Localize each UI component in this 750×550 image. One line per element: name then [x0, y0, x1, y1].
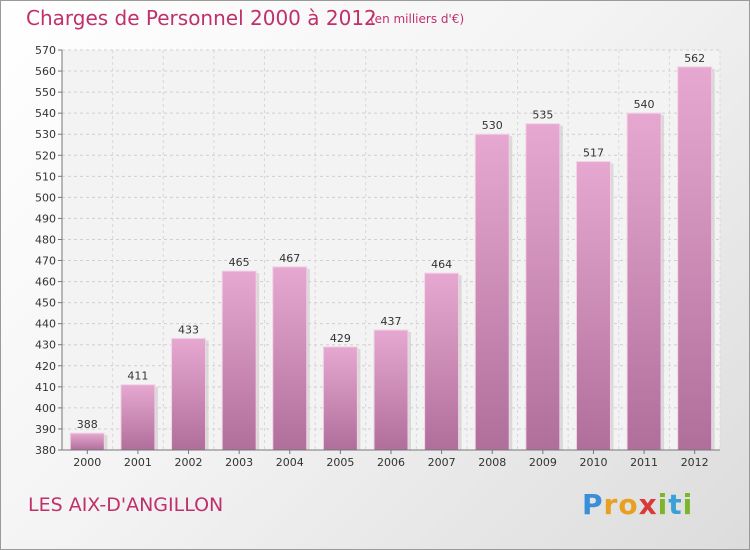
- bar: [626, 112, 662, 451]
- bar: [373, 329, 409, 451]
- bar: [221, 270, 257, 451]
- value-label: 562: [684, 52, 705, 65]
- y-tick-label: 550: [35, 86, 56, 99]
- y-tick-label: 440: [35, 318, 56, 331]
- y-tick-label: 380: [35, 444, 56, 457]
- x-tick-label: 2011: [630, 456, 658, 469]
- bar: [120, 384, 156, 451]
- value-label: 517: [583, 147, 604, 160]
- y-tick-label: 420: [35, 360, 56, 373]
- bar: [272, 266, 308, 451]
- chart-title: Charges de Personnel 2000 à 2012: [26, 6, 377, 30]
- logo-letter: o: [618, 488, 639, 521]
- value-label: 535: [532, 109, 553, 122]
- logo-letter: x: [638, 488, 658, 521]
- logo-letter: P: [582, 488, 604, 521]
- x-tick-label: 2008: [478, 456, 506, 469]
- logo-letter: r: [603, 488, 619, 521]
- y-tick-label: 400: [35, 402, 56, 415]
- y-tick-label: 460: [35, 276, 56, 289]
- proxiti-logo: Proxiti: [582, 488, 693, 521]
- bar: [677, 66, 713, 451]
- value-label: 530: [482, 119, 503, 132]
- x-tick-label: 2007: [428, 456, 456, 469]
- bar: [575, 161, 611, 451]
- value-label: 437: [381, 315, 402, 328]
- bar: [69, 432, 105, 451]
- value-label: 464: [431, 258, 452, 271]
- y-tick-label: 520: [35, 149, 56, 162]
- value-label: 411: [127, 370, 148, 383]
- town-name: LES AIX-D'ANGILLON: [28, 494, 224, 516]
- x-tick-label: 2005: [326, 456, 354, 469]
- y-tick-label: 430: [35, 339, 56, 352]
- y-tick-label: 450: [35, 297, 56, 310]
- chart-subtitle: (en milliers d'€): [370, 12, 465, 26]
- x-tick-label: 2009: [529, 456, 557, 469]
- x-tick-label: 2012: [681, 456, 709, 469]
- y-tick-label: 470: [35, 255, 56, 268]
- bar: [171, 337, 207, 451]
- y-tick-label: 500: [35, 191, 56, 204]
- bar: [424, 272, 460, 451]
- value-label: 388: [77, 418, 98, 431]
- bar: [525, 123, 561, 451]
- bar: [474, 133, 510, 451]
- x-tick-label: 2002: [175, 456, 203, 469]
- value-label: 433: [178, 323, 199, 336]
- x-tick-label: 2006: [377, 456, 405, 469]
- y-tick-label: 510: [35, 170, 56, 183]
- y-tick-label: 560: [35, 65, 56, 78]
- value-label: 465: [229, 256, 250, 269]
- value-label: 429: [330, 332, 351, 345]
- y-tick-label: 490: [35, 212, 56, 225]
- y-tick-label: 390: [35, 423, 56, 436]
- x-tick-label: 2004: [276, 456, 304, 469]
- y-tick-label: 540: [35, 107, 56, 120]
- logo-letter: t: [668, 488, 683, 521]
- value-label: 467: [279, 252, 300, 265]
- bar: [322, 346, 358, 451]
- y-tick-label: 530: [35, 128, 56, 141]
- logo-letter: i: [657, 488, 669, 521]
- x-tick-label: 2001: [124, 456, 152, 469]
- x-tick-label: 2003: [225, 456, 253, 469]
- y-tick-label: 570: [35, 44, 56, 57]
- y-tick-label: 480: [35, 233, 56, 246]
- x-tick-label: 2010: [579, 456, 607, 469]
- y-tick-label: 410: [35, 381, 56, 394]
- logo-letter: i: [682, 488, 694, 521]
- value-label: 540: [634, 98, 655, 111]
- x-tick-label: 2000: [73, 456, 101, 469]
